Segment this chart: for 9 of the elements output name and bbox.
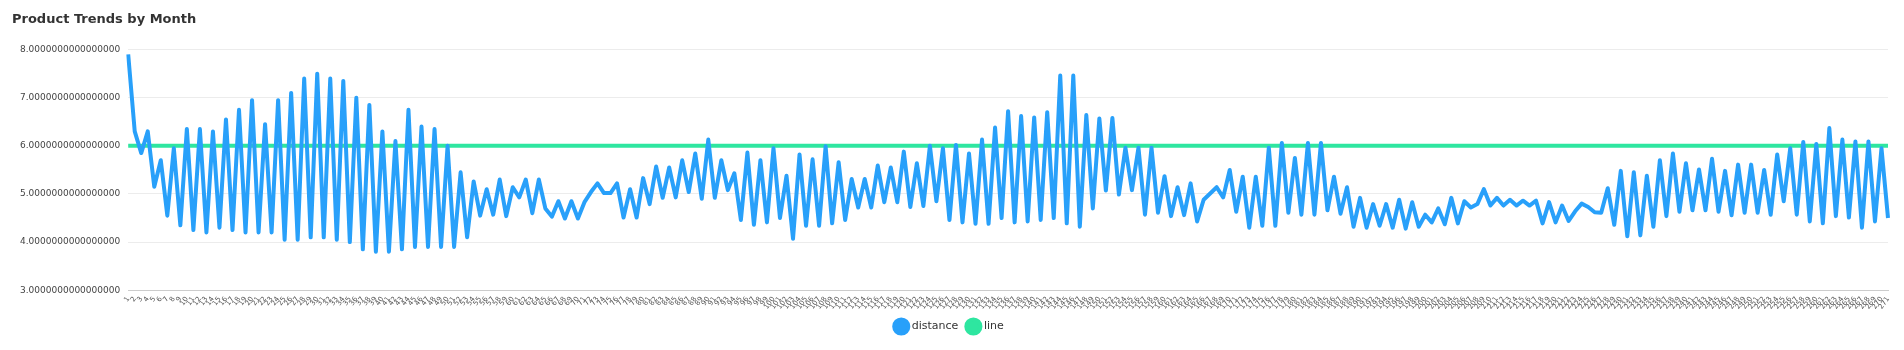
chart-title: Product Trends by Month bbox=[12, 11, 197, 27]
y-tick-label: 6.0000000000000000 bbox=[19, 140, 121, 151]
y-tick-label: 4.0000000000000000 bbox=[19, 236, 121, 247]
y-tick-label: 8.0000000000000000 bbox=[19, 43, 121, 54]
y-tick-label: 7.0000000000000000 bbox=[19, 92, 121, 103]
legend-label: distance bbox=[911, 319, 959, 333]
y-tick-label: 5.0000000000000000 bbox=[19, 188, 121, 199]
legend-label: line bbox=[983, 319, 1004, 333]
y-tick-label: 3.0000000000000000 bbox=[19, 284, 121, 295]
